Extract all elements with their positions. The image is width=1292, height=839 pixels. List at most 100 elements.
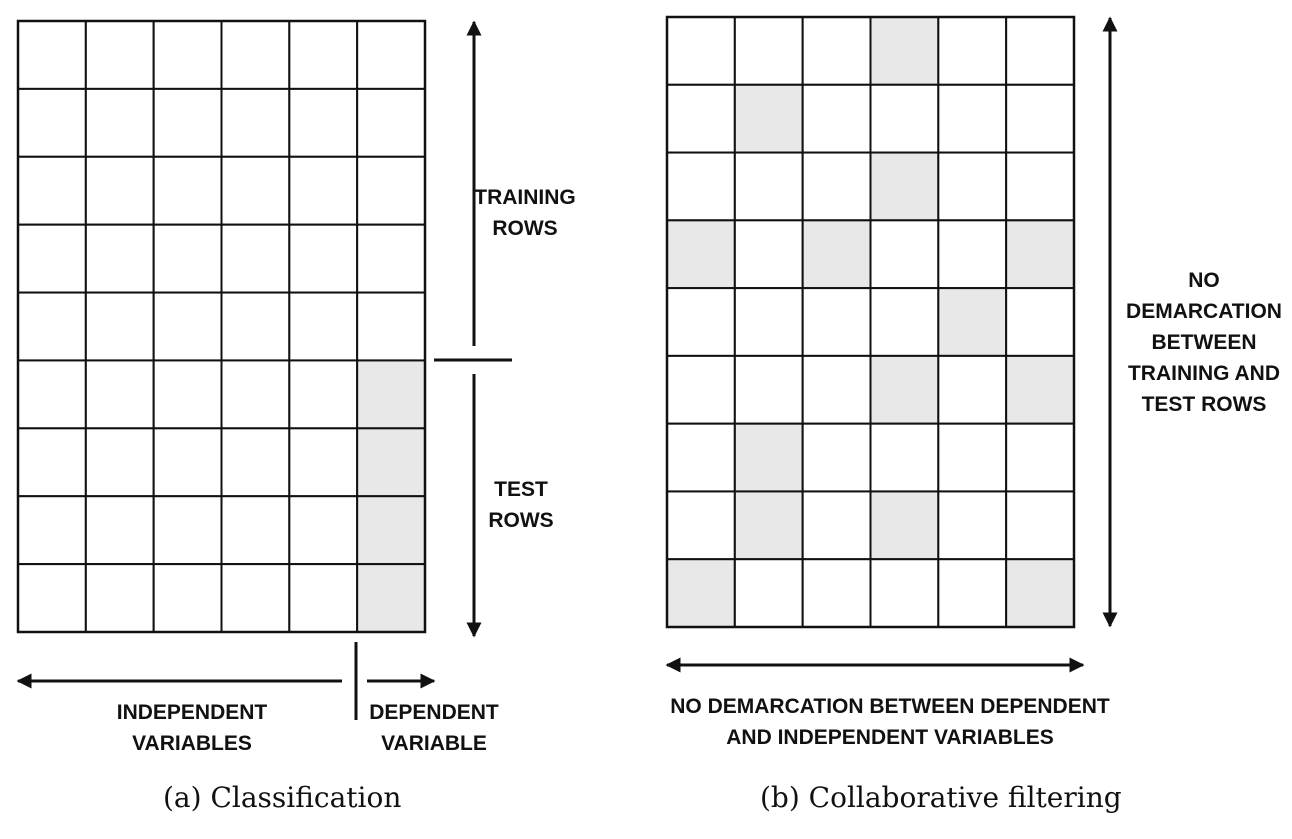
matrix-b-cell: [869, 558, 940, 629]
columns-no-demarcation-label: NO DEMARCATION BETWEEN DEPENDENT AND IND…: [670, 695, 1110, 749]
matrix-a-cell: [84, 495, 155, 566]
matrix-b-cell: [801, 16, 872, 86]
matrix-b-shaded-cell: [733, 83, 804, 154]
matrix-b-cell: [937, 219, 1008, 290]
matrix-a-cell: [288, 495, 359, 566]
matrix-b-cell: [666, 83, 736, 154]
matrix-a-cell: [356, 291, 426, 362]
matrix-b-border: [665, 15, 1076, 629]
matrix-a-shaded-cell: [356, 563, 426, 633]
matrix-b-cell: [1005, 151, 1076, 222]
matrix-a-cell: [356, 155, 426, 226]
matrix-a-cell: [84, 291, 155, 362]
matrix-b-cell: [801, 354, 872, 425]
matrix-b-shaded-cell: [869, 490, 940, 561]
matrix-a-shaded-cell: [356, 495, 426, 566]
matrix-b-cell: [666, 422, 736, 493]
matrix-b-cell: [1005, 16, 1076, 86]
matrix-b-shaded-cell: [1005, 354, 1076, 425]
matrix-b-shaded-cell: [1005, 219, 1076, 290]
matrix-b-cell: [666, 16, 736, 86]
matrix-a-cell: [288, 427, 359, 498]
matrix-b-cell: [666, 287, 736, 357]
matrix-a-cell: [288, 223, 359, 294]
matrix-b-shaded-cell: [937, 287, 1008, 357]
matrix-a-cell: [288, 563, 359, 633]
matrix-b-cell: [666, 490, 736, 561]
matrix-b-cell: [937, 83, 1008, 154]
matrix-b-cell: [733, 16, 804, 86]
matrix-b-cell: [937, 354, 1008, 425]
matrix-b-cell: [937, 422, 1008, 493]
matrix-a-cell: [288, 20, 359, 90]
dependent-variable-label: DEPENDENT VARIABLE: [369, 701, 499, 755]
matrix-a-cell: [84, 563, 155, 633]
matrix-a-cell: [356, 223, 426, 294]
matrix-a-cell: [152, 427, 223, 498]
matrix-b-shaded-cell: [869, 354, 940, 425]
matrix-b-shaded-cell: [869, 151, 940, 222]
matrix-a-cell: [17, 20, 87, 90]
matrix-a-cell: [17, 291, 87, 362]
matrix-b-cell: [937, 490, 1008, 561]
matrix-a-cell: [152, 155, 223, 226]
matrix-b-cell: [801, 490, 872, 561]
independent-variables-label: INDEPENDENT VARIABLES: [116, 701, 268, 755]
matrix-a-cell: [288, 87, 359, 158]
matrix-a-shaded-cell: [356, 427, 426, 498]
matrix-a-cell: [17, 495, 87, 566]
matrix-b-cell: [801, 287, 872, 357]
matrix-b-shaded-cell: [666, 558, 736, 629]
matrix-a-cell: [220, 427, 291, 498]
matrix-a-cell: [152, 359, 223, 430]
matrix-b-cell: [937, 151, 1008, 222]
matrix-a-cell: [152, 291, 223, 362]
matrix-b-cell: [801, 151, 872, 222]
collaborative-filtering-matrix: [665, 15, 1076, 629]
matrix-a-cell: [152, 223, 223, 294]
caption-b: (b) Collaborative filtering: [760, 781, 1122, 814]
matrix-b-cell: [1005, 422, 1076, 493]
matrix-a-cell: [220, 223, 291, 294]
matrix-a-cell: [288, 155, 359, 226]
matrix-a-cell: [84, 223, 155, 294]
matrix-b-shaded-cell: [1005, 558, 1076, 629]
matrix-a-cell: [152, 20, 223, 90]
matrix-b-shaded-cell: [801, 219, 872, 290]
matrix-a-cell: [17, 155, 87, 226]
matrix-a-cell: [356, 20, 426, 90]
matrix-a-cell: [84, 155, 155, 226]
matrix-b-cell: [1005, 490, 1076, 561]
matrix-a-cell: [17, 359, 87, 430]
matrix-b-cell: [666, 151, 736, 222]
matrix-a-shaded-cell: [356, 359, 426, 430]
matrix-b-cell: [937, 558, 1008, 629]
matrix-b-shaded-cell: [869, 16, 940, 86]
matrix-a-cell: [84, 427, 155, 498]
caption-a: (a) Classification: [163, 781, 402, 814]
matrix-a-cell: [220, 20, 291, 90]
matrix-a-cell: [220, 359, 291, 430]
matrix-a-cell: [152, 87, 223, 158]
matrix-b-cell: [733, 558, 804, 629]
matrix-a-cell: [17, 223, 87, 294]
matrix-b-cell: [801, 558, 872, 629]
matrix-b-cell: [937, 16, 1008, 86]
matrix-b-cell: [1005, 287, 1076, 357]
matrix-a-cell: [152, 495, 223, 566]
matrix-a-cell: [84, 20, 155, 90]
matrix-a-cell: [220, 155, 291, 226]
test-rows-label: TEST ROWS: [488, 478, 554, 532]
matrix-a-cell: [17, 87, 87, 158]
matrix-a-cell: [84, 87, 155, 158]
matrix-b-cell: [869, 219, 940, 290]
matrix-a-cell: [288, 359, 359, 430]
matrix-b-shaded-cell: [733, 490, 804, 561]
matrix-b-cell: [869, 83, 940, 154]
matrix-a-cell: [220, 87, 291, 158]
matrix-b-cell: [801, 422, 872, 493]
matrix-b-cell: [733, 354, 804, 425]
matrix-a-cell: [17, 563, 87, 633]
matrix-a-cell: [17, 427, 87, 498]
